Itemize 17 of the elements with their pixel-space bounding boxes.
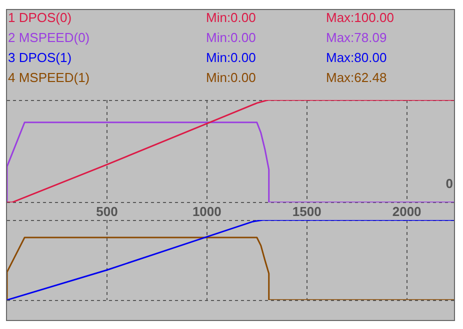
x-tick-label: 2000	[392, 204, 422, 219]
text: 2 MSPEED(0)	[8, 29, 90, 47]
x-tick-label: 500	[96, 204, 118, 219]
text: Max:100.00	[326, 9, 394, 27]
text: Max:62.48	[326, 69, 387, 87]
text: Max:78.09	[326, 29, 387, 47]
text: Max:80.00	[326, 49, 387, 67]
text: 4 MSPEED(1)	[8, 69, 90, 87]
annotation: 0	[446, 176, 453, 191]
text: Min:0.00	[206, 9, 256, 27]
text: 3 DPOS(1)	[8, 49, 72, 67]
x-tick-label: 1500	[292, 204, 322, 219]
text: Min:0.00	[206, 49, 256, 67]
x-tick-label: 1000	[192, 204, 222, 219]
text: Min:0.00	[206, 29, 256, 47]
text: 1 DPOS(0)	[8, 9, 72, 27]
text: Min:0.00	[206, 69, 256, 87]
